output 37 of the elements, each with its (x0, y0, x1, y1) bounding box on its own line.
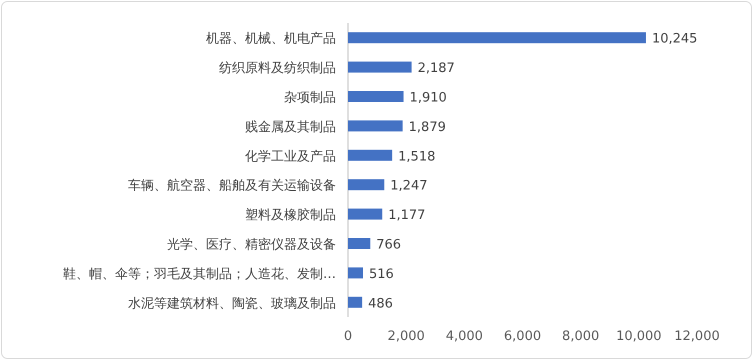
data-label: 1,518 (398, 149, 436, 164)
bar (348, 32, 646, 44)
bar (348, 208, 382, 220)
bar (348, 238, 370, 249)
bar (348, 62, 412, 73)
y-tick-label: 光学、医疗、精密仪器及设备 (167, 238, 336, 252)
bar (348, 296, 362, 308)
data-label: 766 (376, 238, 402, 252)
data-label: 2,187 (418, 61, 455, 76)
data-label: 486 (368, 296, 393, 312)
bar (348, 120, 403, 132)
data-label: 516 (369, 266, 394, 282)
data-label: 1,247 (390, 178, 428, 194)
bar (348, 91, 404, 102)
x-tick-label: 2,000 (388, 329, 425, 344)
y-tick-label: 纺织原料及纺织制品 (219, 61, 336, 76)
y-tick-label: 贱金属及其制品 (245, 120, 336, 135)
x-tick-label: 8,000 (562, 329, 600, 344)
bar (348, 150, 392, 161)
x-tick-label: 4,000 (446, 329, 483, 344)
y-tick-label: 车辆、航空器、船舶及有关运输设备 (128, 178, 336, 194)
x-tick-label: 10,000 (616, 329, 662, 344)
y-tick-label: 化学工业及产品 (245, 149, 336, 164)
y-tick-label: 鞋、帽、伞等；羽毛及其制品；人造花、发制… (63, 266, 336, 282)
bar (348, 267, 364, 278)
data-label: 1,910 (410, 90, 447, 106)
y-tick-label: 塑料及橡胶制品 (245, 207, 336, 224)
y-tick-label: 杂项制品 (284, 90, 336, 106)
y-tick-label: 水泥等建筑材料、陶瓷、玻璃及制品 (128, 296, 336, 312)
x-tick-label: 0 (344, 329, 352, 344)
data-label: 1,879 (408, 120, 446, 135)
data-label: 1,177 (388, 208, 426, 224)
x-tick-label: 6,000 (504, 329, 542, 344)
y-tick-label: 机器、机械、机电产品 (206, 32, 336, 47)
data-label: 10,245 (652, 32, 698, 47)
bar (348, 179, 384, 190)
x-tick-label: 12,000 (674, 329, 720, 344)
